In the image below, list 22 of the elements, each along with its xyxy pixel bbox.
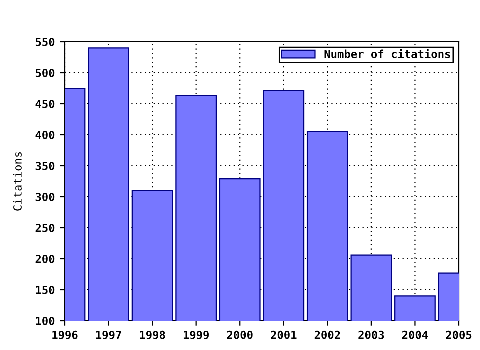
x-tick-label: 1998 bbox=[140, 330, 166, 340]
x-tick-label: 2003 bbox=[358, 330, 384, 340]
x-tick-label: 2005 bbox=[446, 330, 472, 340]
y-tick-label: 150 bbox=[36, 286, 55, 294]
y-tick-label: 550 bbox=[36, 38, 55, 46]
y-tick-label: 500 bbox=[36, 68, 55, 78]
y-tick-label: 200 bbox=[36, 254, 55, 264]
y-axis-title: Citations bbox=[13, 152, 22, 211]
x-tick-label: 1996 bbox=[52, 330, 78, 340]
x-tick-label: 2001 bbox=[271, 330, 297, 340]
y-tick-label: 400 bbox=[36, 130, 55, 140]
y-tick-label: 350 bbox=[36, 162, 55, 170]
x-tick-label: 2002 bbox=[314, 330, 340, 340]
x-tick-label: 2004 bbox=[402, 330, 428, 340]
y-tick-label: 250 bbox=[36, 224, 55, 232]
y-tick-label: 100 bbox=[36, 316, 55, 326]
legend-label: Number of citations bbox=[324, 49, 450, 58]
y-tick-label: 300 bbox=[36, 192, 55, 202]
y-tick-label: 450 bbox=[36, 100, 55, 108]
x-tick-label: 1997 bbox=[96, 330, 122, 340]
x-tick-label: 1999 bbox=[184, 330, 209, 340]
x-tick-label: 2000 bbox=[227, 330, 253, 340]
